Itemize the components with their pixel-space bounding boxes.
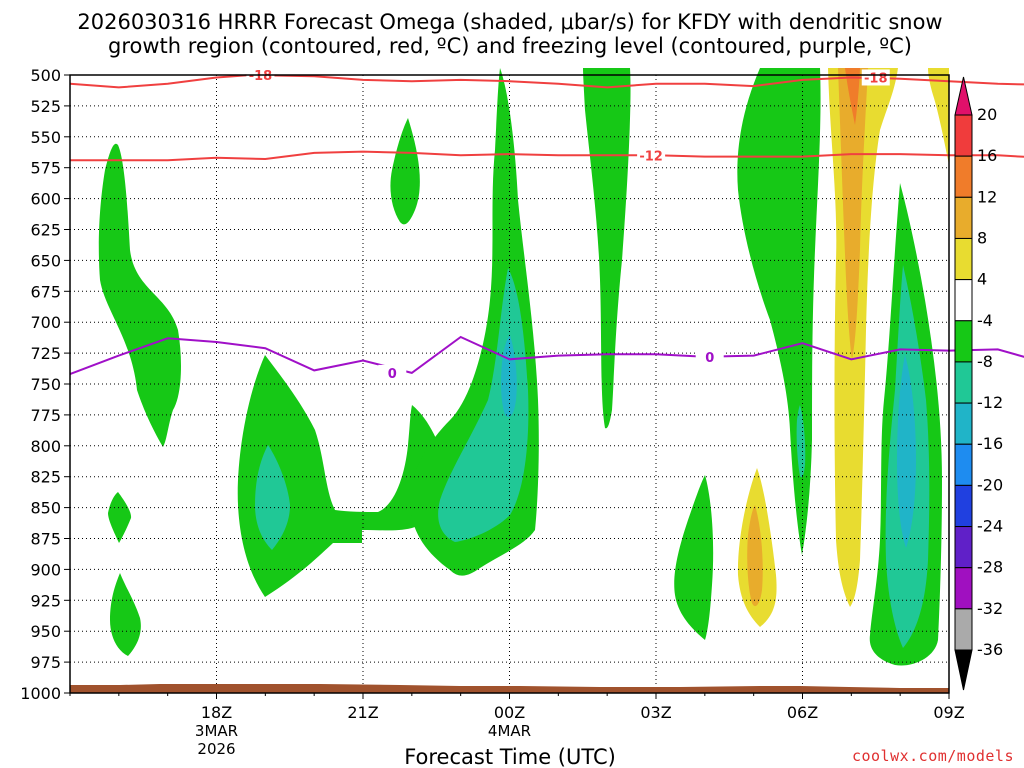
colorbar-tick-label: 20 — [977, 105, 997, 124]
y-tick-label: 525 — [30, 97, 61, 116]
y-tick-label: 700 — [30, 313, 61, 332]
omega-region-01z-core — [500, 335, 517, 417]
contour-label-bg — [861, 69, 890, 86]
omega-shading — [98, 68, 949, 666]
y-tick-label: 800 — [30, 437, 61, 456]
x-tick-label: 06Z — [787, 703, 818, 722]
omega-region-09z-core — [897, 355, 916, 548]
contour-label-bg — [695, 348, 724, 365]
omega-region-03z — [583, 68, 631, 429]
colorbar-tick-label: -32 — [977, 599, 1003, 618]
x-tick-label: 21Z — [347, 703, 378, 722]
colorbar-bin — [954, 361, 973, 404]
temperature-contours: -18 -18 -12 0 0 — [69, 67, 1024, 382]
y-tick-label: 625 — [30, 221, 61, 240]
omega-region-18z-small — [108, 492, 132, 543]
omega-region-10z-sink — [928, 68, 949, 165]
plot-area: -18 -18 -12 0 0 — [69, 67, 1024, 694]
omega-region-18z — [98, 143, 181, 447]
colorbar-bin — [954, 567, 973, 610]
contour-label-freezing-level: 0 — [388, 367, 397, 382]
x-tick-label: 03Z — [640, 703, 671, 722]
y-tick-label: 925 — [30, 591, 61, 610]
colorbar-tick-label: -36 — [977, 640, 1003, 659]
x-axis-title: Forecast Time (UTC) — [404, 745, 616, 768]
colorbar-tick-label: 12 — [977, 187, 997, 206]
contour-dgz-bottom — [70, 150, 1024, 162]
chart-title-line-1: 2026030316 HRRR Forecast Omega (shaded, … — [77, 10, 942, 34]
colorbar-tick-label: -28 — [977, 558, 1003, 577]
contour-label-bg — [637, 147, 666, 164]
colorbar-bin — [954, 320, 973, 363]
y-tick-label: 875 — [30, 530, 61, 549]
y-tick-label: 650 — [30, 251, 61, 270]
colorbar-tick-label: -20 — [977, 475, 1003, 494]
omega-region-01z-mid — [438, 268, 529, 542]
contour-label-bg — [378, 364, 407, 381]
colorbar-bin — [954, 526, 973, 569]
contour-label-freezing-level: 0 — [705, 351, 714, 366]
x-tick-label: 4MAR — [488, 722, 531, 740]
omega-region-18z-low — [110, 573, 141, 656]
site-credit: coolwx.com/models — [852, 747, 1014, 765]
colorbar-bin — [954, 114, 973, 157]
y-tick-label: 500 — [30, 66, 61, 85]
y-tick-label: 900 — [30, 560, 61, 579]
colorbar-tick-label: 4 — [977, 270, 987, 289]
y-tick-label: 850 — [30, 499, 61, 518]
y-tick-label: 575 — [30, 159, 61, 178]
contour-label-dgz-top: -18 — [864, 71, 888, 86]
colorbar-bin — [954, 196, 973, 239]
omega-region-08z-sink-mid — [838, 68, 868, 360]
colorbar-tick-label: -12 — [977, 393, 1003, 412]
contour-freezing-level — [69, 335, 1024, 376]
y-tick-label: 750 — [30, 375, 61, 394]
y-tick-label: 725 — [30, 344, 61, 363]
colorbar-tick-label: 16 — [977, 146, 997, 165]
y-tick-label: 825 — [30, 468, 61, 487]
y-tick-label: 550 — [30, 128, 61, 147]
colorbar-tick-label: -8 — [977, 352, 993, 371]
contour-label-dgz-top: -18 — [249, 69, 273, 84]
colorbar-bin — [954, 237, 973, 281]
y-tick-label: 1000 — [20, 684, 61, 703]
omega-region-21z-band — [237, 355, 458, 597]
colorbar-bin — [954, 155, 973, 198]
y-tick-label: 600 — [30, 190, 61, 209]
omega-region-07z-core — [796, 405, 806, 478]
colorbar-under-arrow — [954, 649, 973, 691]
x-tick-label: 18Z — [201, 703, 232, 722]
y-axis: 500 525 550 575 600 625 650 675 700 725 750 775 800 8… — [20, 66, 70, 703]
colorbar-bin — [954, 443, 973, 486]
omega-region-08z-sink-core — [845, 68, 860, 125]
x-tick-label: 3MAR — [195, 722, 238, 740]
contour-label-dgz-bottom: -12 — [639, 149, 663, 164]
chart-title-line-2: growth region (contoured, red, ºC) and f… — [108, 34, 912, 58]
x-tick-label: 00Z — [494, 703, 525, 722]
y-tick-label: 675 — [30, 282, 61, 301]
colorbar-bin — [954, 484, 973, 528]
colorbar-tick-label: -4 — [977, 311, 993, 330]
colorbar-bin — [954, 608, 973, 651]
x-tick-label: 09Z — [933, 703, 964, 722]
colorbar: 20 16 12 8 4 -4 -8 -12 -16 -20 -24 -28 -32 -36 — [954, 76, 1003, 691]
colorbar-tick-label: -16 — [977, 434, 1003, 453]
colorbar-tick-label: 8 — [977, 228, 987, 247]
y-tick-label: 950 — [30, 622, 61, 641]
omega-region-21z-core — [255, 445, 290, 550]
y-tick-label: 775 — [30, 406, 61, 425]
colorbar-bin — [954, 279, 973, 322]
colorbar-tick-label: -24 — [977, 517, 1003, 536]
colorbar-bin — [954, 402, 973, 445]
surface-ground — [70, 684, 949, 693]
omega-region-23z-aloft — [390, 118, 420, 225]
omega-region-05z — [674, 475, 714, 640]
omega-region-06z-sink-core — [747, 505, 763, 607]
y-tick-label: 975 — [30, 653, 61, 672]
x-tick-label: 2026 — [197, 740, 235, 758]
